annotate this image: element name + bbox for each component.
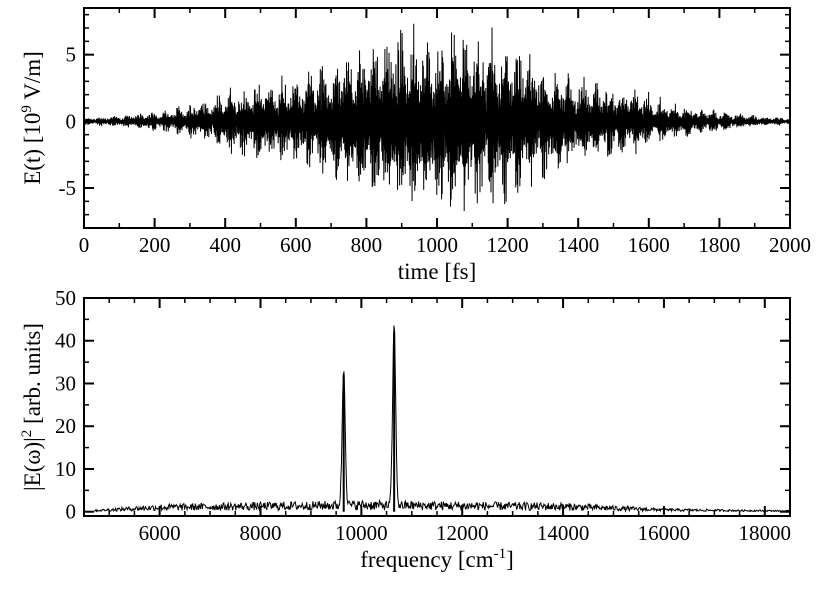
x-tick-label: 1800 (698, 233, 740, 257)
x-tick-label: 800 (351, 233, 383, 257)
x-tick-label: 6000 (139, 521, 181, 545)
x-tick-label: 14000 (537, 521, 590, 545)
x-tick-label: 1000 (416, 233, 458, 257)
spectrum-x-axis-label: frequency [cm-1] (360, 546, 514, 572)
x-tick-label: 10000 (335, 521, 388, 545)
time-domain-ticks: 0 200 400 600 800 1000 1200 1400 1600 1800 2000 -5 0… (59, 8, 811, 257)
x-tick-label: 200 (139, 233, 171, 257)
time-domain-y-axis-label: E(t) [109 V/m] (19, 51, 45, 185)
spectrum-ticks: 6000 8000 10000 12000 14000 16000 18000 0 10 20 30… (55, 286, 791, 545)
time-domain-panel: 0 200 400 600 800 1000 1200 1400 1600 1800 2000 -5 0… (19, 7, 811, 284)
y-tick-label: 10 (55, 457, 76, 481)
x-tick-label: 1600 (628, 233, 670, 257)
spectrum-panel: 6000 8000 10000 12000 14000 16000 18000 0 10 20 30… (19, 286, 791, 572)
y-tick-label: -5 (59, 176, 77, 200)
x-tick-label: 8000 (240, 521, 282, 545)
y-tick-label: 30 (55, 371, 76, 395)
y-tick-label: 5 (66, 43, 77, 67)
x-tick-label: 400 (209, 233, 241, 257)
x-tick-label: 12000 (436, 521, 489, 545)
x-tick-label: 16000 (638, 521, 691, 545)
x-tick-label: 600 (280, 233, 312, 257)
x-tick-label: 0 (79, 233, 90, 257)
spectrum-y-axis-label: |E(ω)|2 [arb. units] (19, 323, 45, 491)
x-tick-label: 2000 (769, 233, 811, 257)
spectrum-plot-frame (83, 297, 791, 517)
y-tick-label: 40 (55, 329, 76, 353)
y-tick-label: 20 (55, 414, 76, 438)
x-tick-label: 18000 (739, 521, 792, 545)
x-tick-label: 1400 (557, 233, 599, 257)
y-tick-label: 0 (66, 109, 77, 133)
time-domain-signal-line (83, 23, 791, 212)
y-tick-label: 0 (66, 500, 77, 524)
x-tick-label: 1200 (487, 233, 529, 257)
y-tick-label: 50 (55, 286, 76, 310)
spectrum-line (93, 325, 791, 514)
time-domain-x-axis-label: time [fs] (398, 259, 477, 284)
